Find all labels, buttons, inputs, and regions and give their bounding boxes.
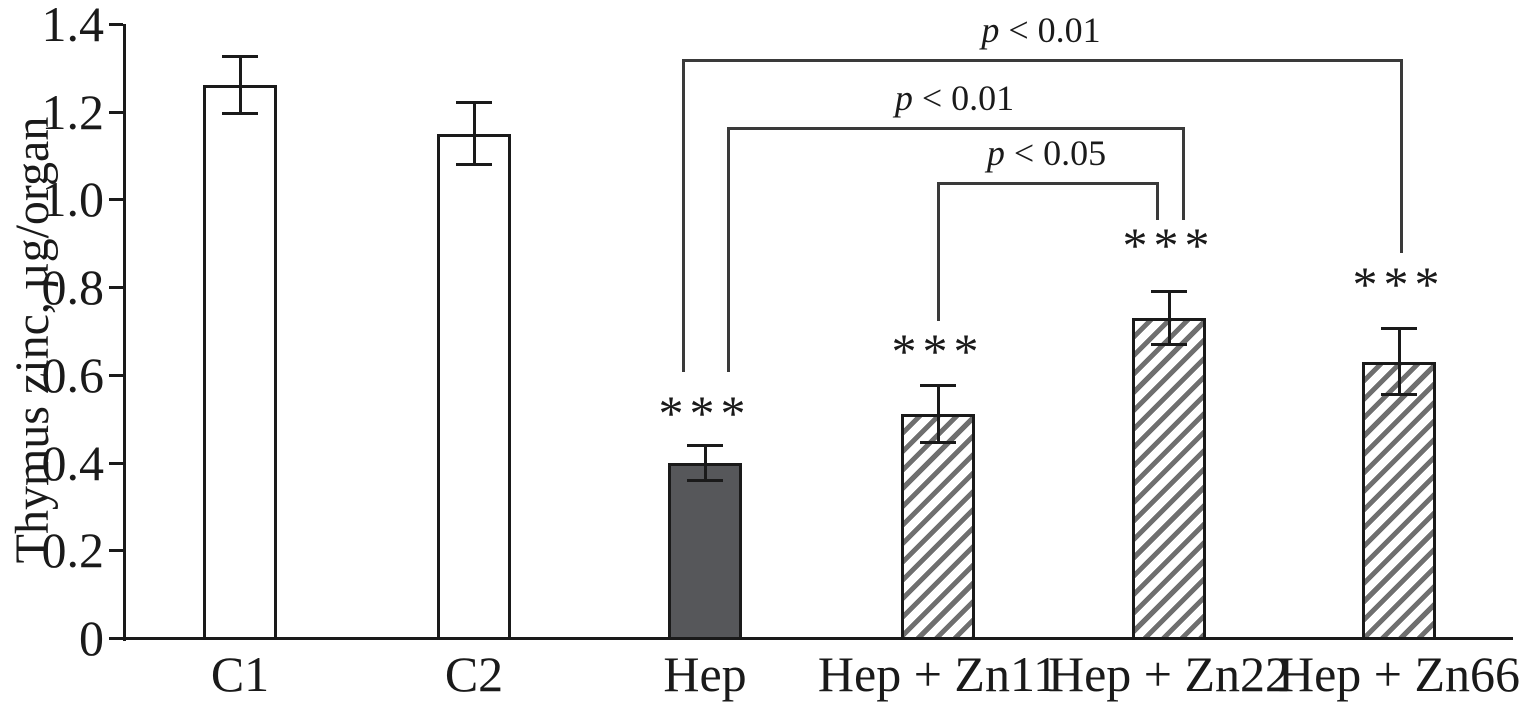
- bracket-hep-vs-hep-zn22-top: [727, 126, 1185, 130]
- bar-hep: [668, 462, 742, 640]
- y-tick-label: 1.4: [41, 0, 105, 53]
- bracket-hep-vs-hep-zn66-right: [1400, 60, 1403, 253]
- bracket-hep-zn11-vs-hep-zn22-left: [937, 183, 940, 321]
- y-tick-mark: [109, 110, 123, 114]
- y-axis-line: [123, 24, 126, 641]
- bar-hep-zn11: [901, 414, 975, 640]
- error-cap-bottom-c2: [456, 162, 492, 166]
- y-tick-mark: [109, 461, 123, 465]
- y-tick-label: 0.2: [41, 522, 105, 579]
- p-symbol: p: [981, 10, 1000, 50]
- x-category-label-hep: Hep: [663, 646, 747, 702]
- y-tick-mark: [109, 198, 123, 202]
- y-tick-label: 0.4: [41, 434, 105, 491]
- significance-stars-hep-zn66: ***: [1352, 256, 1446, 312]
- p-value-label-3: p < 0.05: [986, 133, 1107, 173]
- error-cap-bottom-c1: [222, 112, 258, 116]
- y-tick-mark: [109, 286, 123, 290]
- error-cap-bottom-hep-zn22: [1151, 342, 1187, 346]
- error-cap-bottom-hep: [687, 478, 723, 482]
- error-bar-c1: [238, 56, 242, 114]
- error-cap-top-hep: [687, 443, 723, 447]
- bar-c2: [437, 133, 511, 640]
- error-bar-hep-zn66: [1397, 328, 1401, 395]
- error-cap-top-c1: [222, 55, 258, 59]
- y-tick-label: 0.8: [41, 259, 105, 316]
- error-cap-bottom-hep-zn11: [920, 441, 956, 445]
- significance-stars-hep-zn22: ***: [1122, 217, 1216, 273]
- x-category-label-c2: C2: [444, 646, 504, 702]
- bracket-hep-vs-hep-zn22-right: [1182, 128, 1185, 220]
- bracket-hep-zn11-vs-hep-zn22-top: [937, 181, 1159, 185]
- error-bar-c2: [472, 102, 476, 165]
- bracket-hep-vs-hep-zn66-top: [682, 58, 1403, 62]
- x-category-label-hep-zn11: Hep + Zn11: [817, 646, 1059, 702]
- y-tick-mark: [109, 549, 123, 553]
- y-tick-label: 0: [79, 610, 104, 666]
- p-symbol: p: [986, 133, 1005, 173]
- bracket-hep-vs-hep-zn22-left: [727, 128, 730, 372]
- y-tick-label: 1.0: [41, 171, 105, 228]
- x-category-label-hep-zn22: Hep + Zn22: [1047, 646, 1291, 702]
- error-cap-top-hep-zn22: [1151, 290, 1187, 294]
- significance-stars-hep: ***: [658, 385, 752, 441]
- error-cap-bottom-hep-zn66: [1381, 393, 1417, 397]
- error-bar-hep: [703, 445, 707, 481]
- y-tick-label: 1.2: [41, 83, 105, 140]
- error-cap-top-hep-zn66: [1381, 327, 1417, 331]
- error-cap-top-hep-zn11: [920, 384, 956, 388]
- x-category-label-hep-zn66: Hep + Zn66: [1277, 646, 1521, 702]
- y-tick-mark: [109, 23, 123, 26]
- x-category-label-c1: C1: [210, 646, 270, 702]
- bar-c1: [203, 85, 277, 640]
- p-symbol: p: [894, 78, 913, 118]
- bracket-hep-vs-hep-zn66-left: [682, 60, 685, 372]
- error-bar-hep-zn22: [1167, 291, 1171, 345]
- bracket-hep-zn11-vs-hep-zn22-right: [1156, 183, 1159, 220]
- p-value-label-2: p < 0.01: [894, 78, 1015, 118]
- y-tick-mark: [109, 373, 123, 377]
- bar-hep-zn22: [1132, 317, 1206, 640]
- error-bar-hep-zn11: [936, 385, 940, 443]
- y-tick-label: 0.6: [41, 346, 105, 403]
- significance-stars-hep-zn11: ***: [891, 323, 985, 379]
- bar-hep-zn66: [1362, 361, 1436, 640]
- y-tick-mark: [109, 637, 123, 640]
- x-axis-line: [123, 637, 1513, 640]
- p-value-label-1: p < 0.01: [981, 10, 1101, 50]
- error-cap-top-c2: [456, 101, 492, 105]
